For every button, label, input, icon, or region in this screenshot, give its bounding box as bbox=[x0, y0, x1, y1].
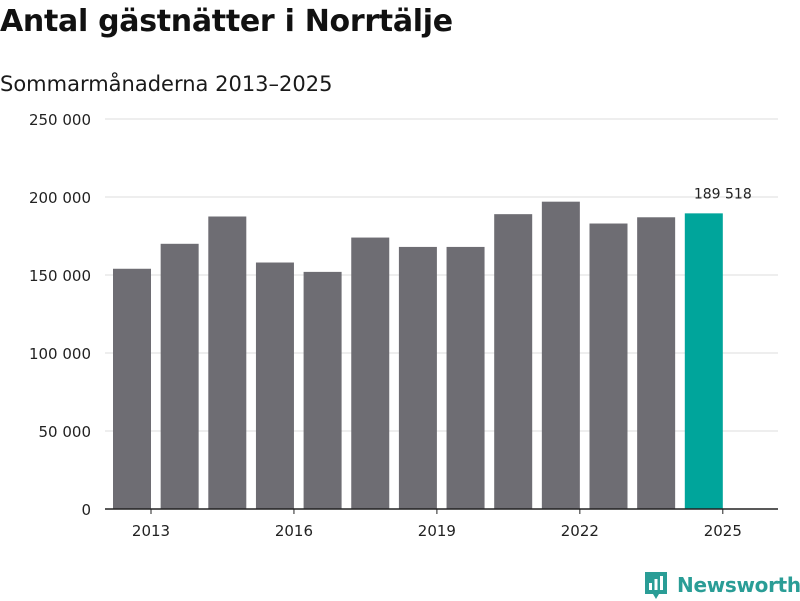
brand-name: Newsworthy bbox=[677, 573, 800, 597]
y-tick-label: 250 000 bbox=[29, 111, 91, 129]
y-tick-label: 200 000 bbox=[29, 189, 91, 207]
x-tick-label: 2022 bbox=[561, 522, 599, 540]
bar bbox=[637, 217, 676, 509]
bar bbox=[255, 262, 294, 509]
bar bbox=[351, 237, 390, 509]
bar bbox=[541, 201, 580, 509]
bar bbox=[208, 216, 247, 509]
chart-subtitle: Sommarmånaderna 2013–2025 bbox=[0, 72, 333, 96]
y-tick-label: 150 000 bbox=[29, 267, 91, 285]
bar bbox=[398, 246, 437, 510]
y-tick-label: 0 bbox=[81, 501, 91, 519]
x-tick-label: 2013 bbox=[132, 522, 170, 540]
bar bbox=[160, 243, 199, 510]
x-tick-label: 2025 bbox=[704, 522, 742, 540]
brand-logo: Newsworthy bbox=[643, 569, 800, 601]
chart-title: Antal gästnätter i Norrtälje bbox=[0, 4, 453, 39]
bar bbox=[303, 271, 342, 509]
data-label: 189 518 bbox=[694, 186, 752, 202]
bar bbox=[113, 268, 151, 509]
y-tick-label: 100 000 bbox=[29, 345, 91, 363]
bar bbox=[589, 223, 628, 509]
newsworthy-logo-icon bbox=[645, 572, 667, 599]
bar bbox=[446, 246, 485, 510]
x-tick-label: 2016 bbox=[275, 522, 313, 540]
x-tick-label: 2019 bbox=[418, 522, 456, 540]
bar-highlight bbox=[684, 213, 723, 509]
y-tick-label: 50 000 bbox=[39, 423, 92, 441]
bar bbox=[494, 214, 533, 509]
